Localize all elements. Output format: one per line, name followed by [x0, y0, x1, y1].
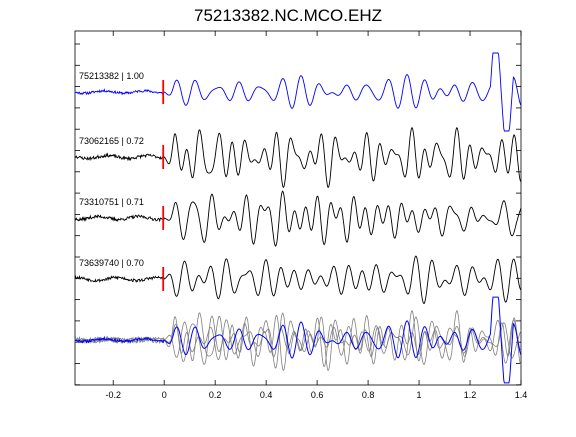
x-tick-label: 1.2	[464, 390, 477, 400]
trace-1	[74, 52, 522, 132]
x-tick-label: 0.6	[311, 390, 324, 400]
x-tick-label: 0.2	[209, 390, 222, 400]
trace-label: 73062165 | 0.72	[79, 136, 144, 146]
x-tick-label: 0	[162, 390, 167, 400]
x-tick-label: 1.4	[515, 390, 528, 400]
overlay-trace	[74, 316, 522, 365]
trace-4	[74, 255, 522, 304]
trace-label: 75213382 | 1.00	[79, 71, 144, 81]
chart-title: 75213382.NC.MCO.EHZ	[193, 6, 383, 25]
x-tick-label: -0.2	[105, 390, 121, 400]
overlay-primary-trace	[74, 296, 522, 384]
x-tick-label: 1	[417, 390, 422, 400]
trace-label: 73639740 | 0.70	[79, 258, 144, 268]
x-tick-label: 0.8	[362, 390, 375, 400]
x-tick-label: 0.4	[260, 390, 273, 400]
trace-3	[74, 190, 522, 247]
trace-label: 73310751 | 0.71	[79, 197, 144, 207]
trace-2	[74, 126, 522, 189]
